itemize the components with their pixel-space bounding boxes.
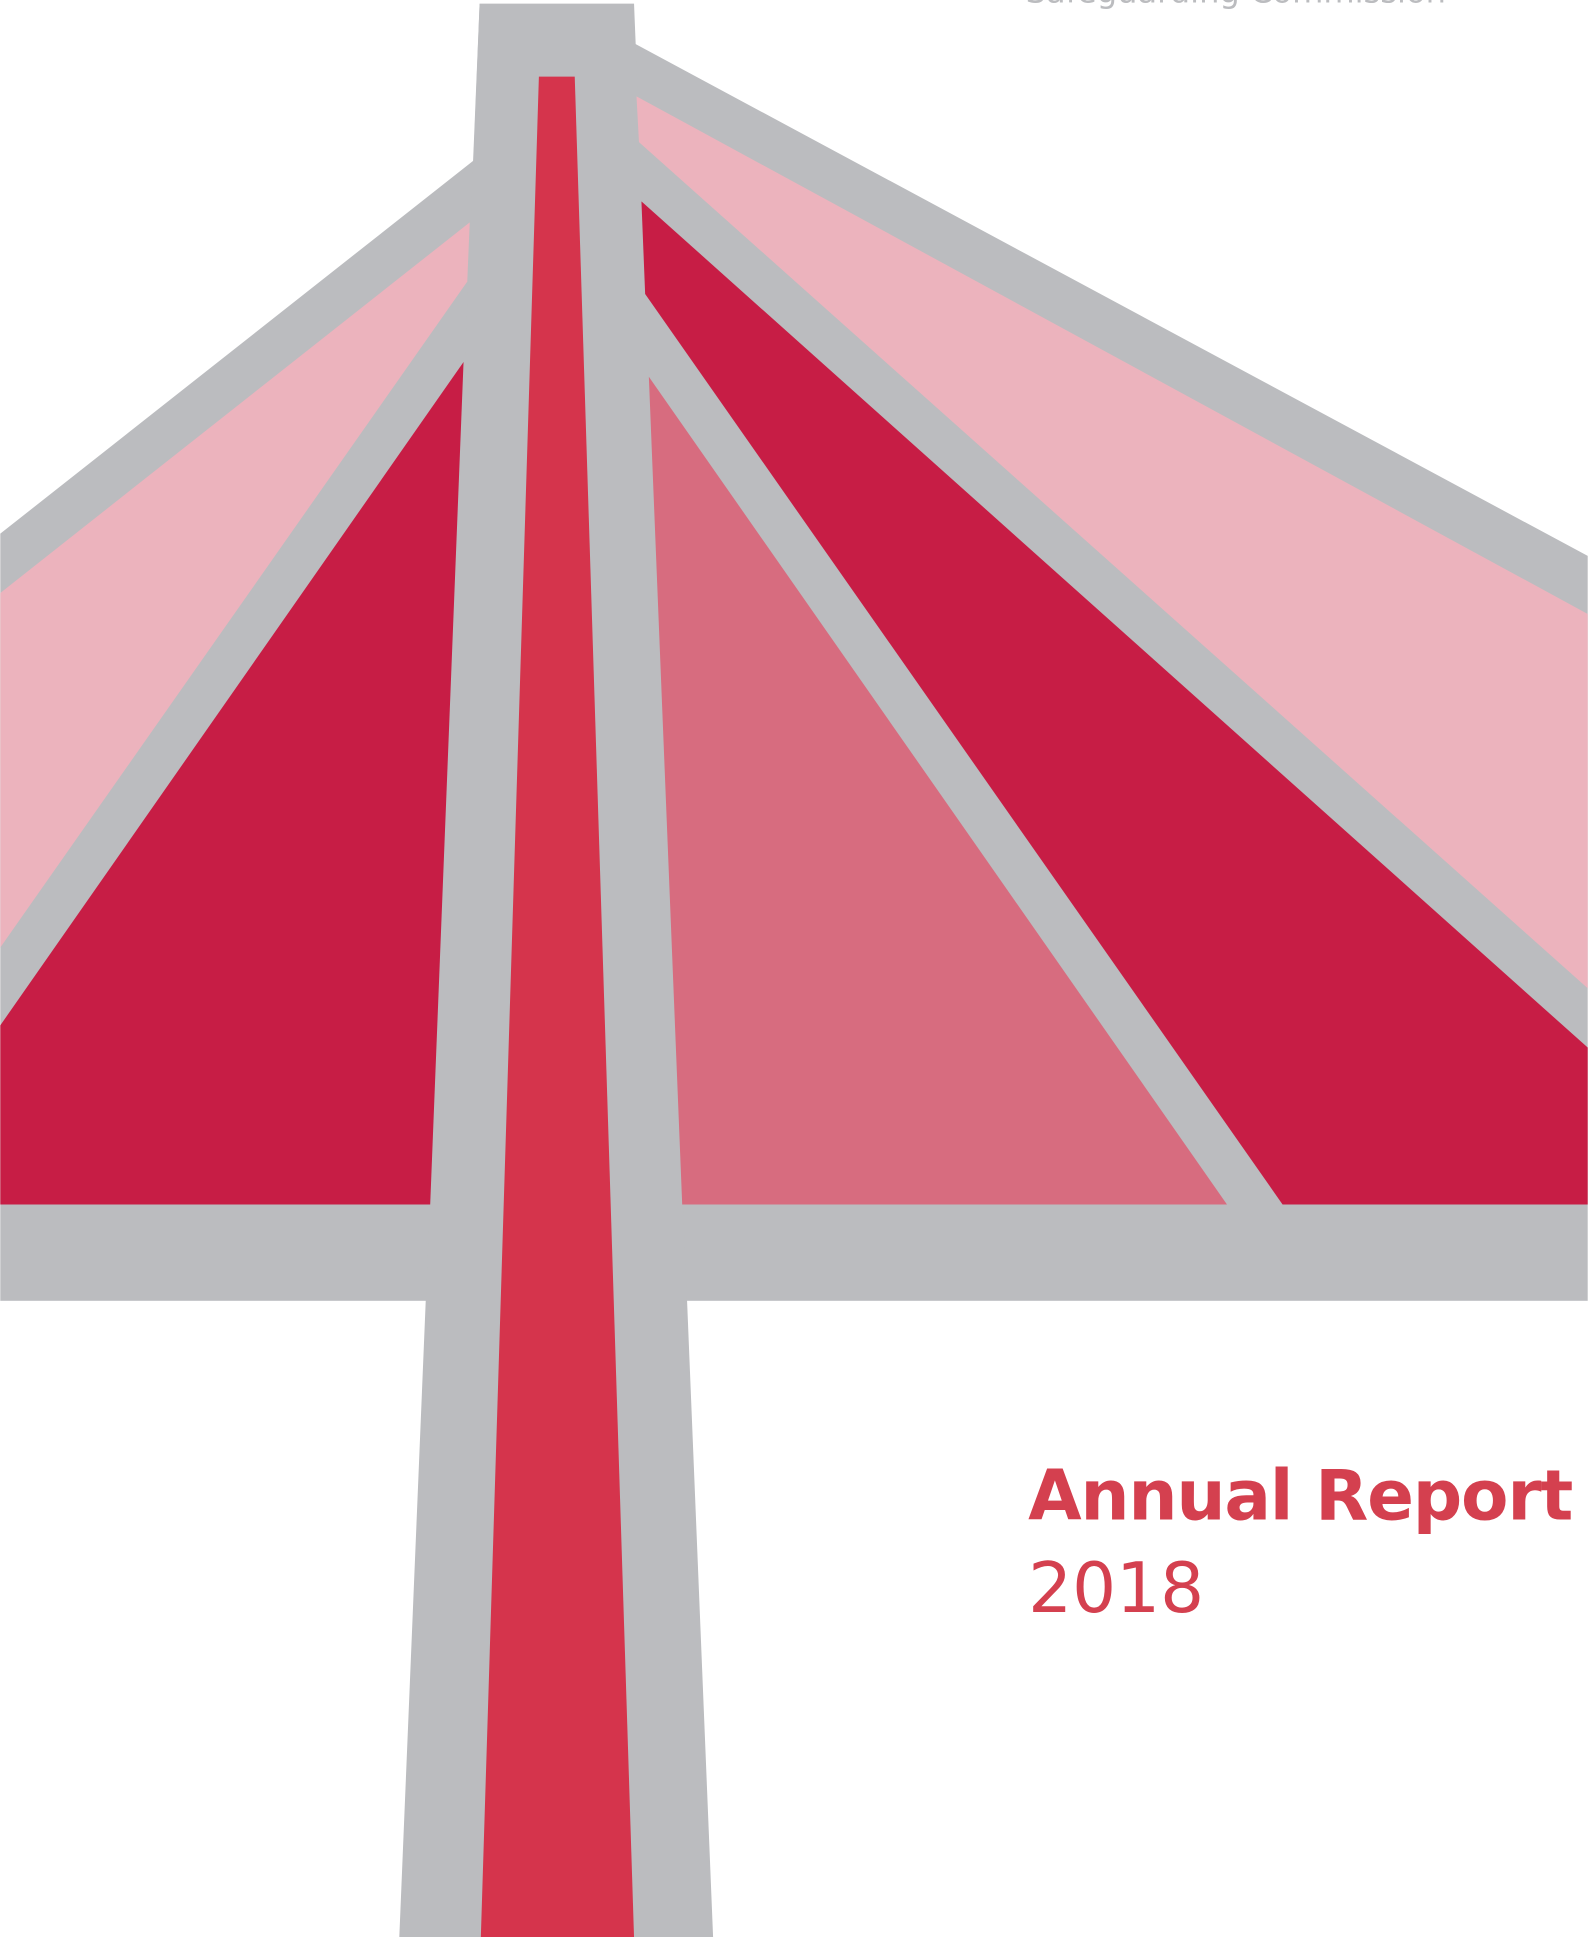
cover: Safeguarding Commission Annual Report 20… [0, 0, 1588, 1937]
report-title: Annual Report [1028, 1456, 1572, 1536]
report-year: 2018 [1028, 1549, 1204, 1629]
page: Safeguarding Commission Annual Report 20… [0, 0, 1588, 1937]
horizontal-band [0, 1204, 1587, 1300]
organization-name: Safeguarding Commission [1026, 0, 1446, 10]
